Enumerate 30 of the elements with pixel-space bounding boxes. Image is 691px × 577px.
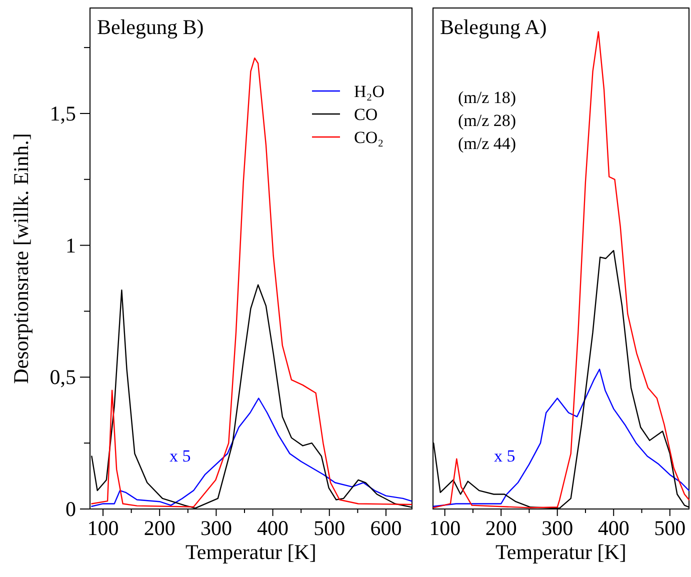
legend-label: H₂O (354, 82, 384, 101)
annotation: (m/z 28) (458, 111, 516, 130)
annotation: x 5 (494, 446, 516, 466)
x-tick-label: 100 (87, 516, 119, 540)
x-tick-label: 200 (485, 516, 517, 540)
annotation: x 5 (170, 446, 191, 466)
y-tick-label: 1 (66, 233, 76, 258)
annotation: (m/z 18) (458, 88, 516, 107)
x-tick-label: 500 (654, 516, 686, 540)
x-tick-label: 400 (257, 516, 289, 540)
y-tick-label: 0 (66, 497, 76, 521)
y-tick-label: 0,5 (50, 365, 76, 390)
x-axis-title: Temperatur [K] (186, 540, 316, 564)
y-axis-title: Desorptionsrate [willk. Einh.] (9, 133, 33, 384)
x-axis-title: Temperatur [K] (496, 540, 626, 564)
chart-title: Belegung B) (97, 15, 204, 39)
line-series (91, 398, 412, 507)
y-tick-label: 1,5 (50, 101, 76, 126)
x-tick-label: 300 (542, 516, 574, 540)
x-tick-label: 400 (598, 516, 630, 540)
x-tick-label: 100 (429, 516, 461, 540)
line-series (91, 58, 412, 508)
annotation: (m/z 44) (458, 134, 516, 153)
x-tick-label: 200 (144, 516, 176, 540)
x-tick-label: 500 (314, 516, 346, 540)
chart-title: Belegung A) (440, 15, 547, 39)
x-tick-label: 300 (200, 516, 232, 540)
legend-label: CO₂ (354, 128, 384, 147)
legend-label: CO (354, 105, 378, 124)
x-tick-label: 600 (370, 516, 402, 540)
